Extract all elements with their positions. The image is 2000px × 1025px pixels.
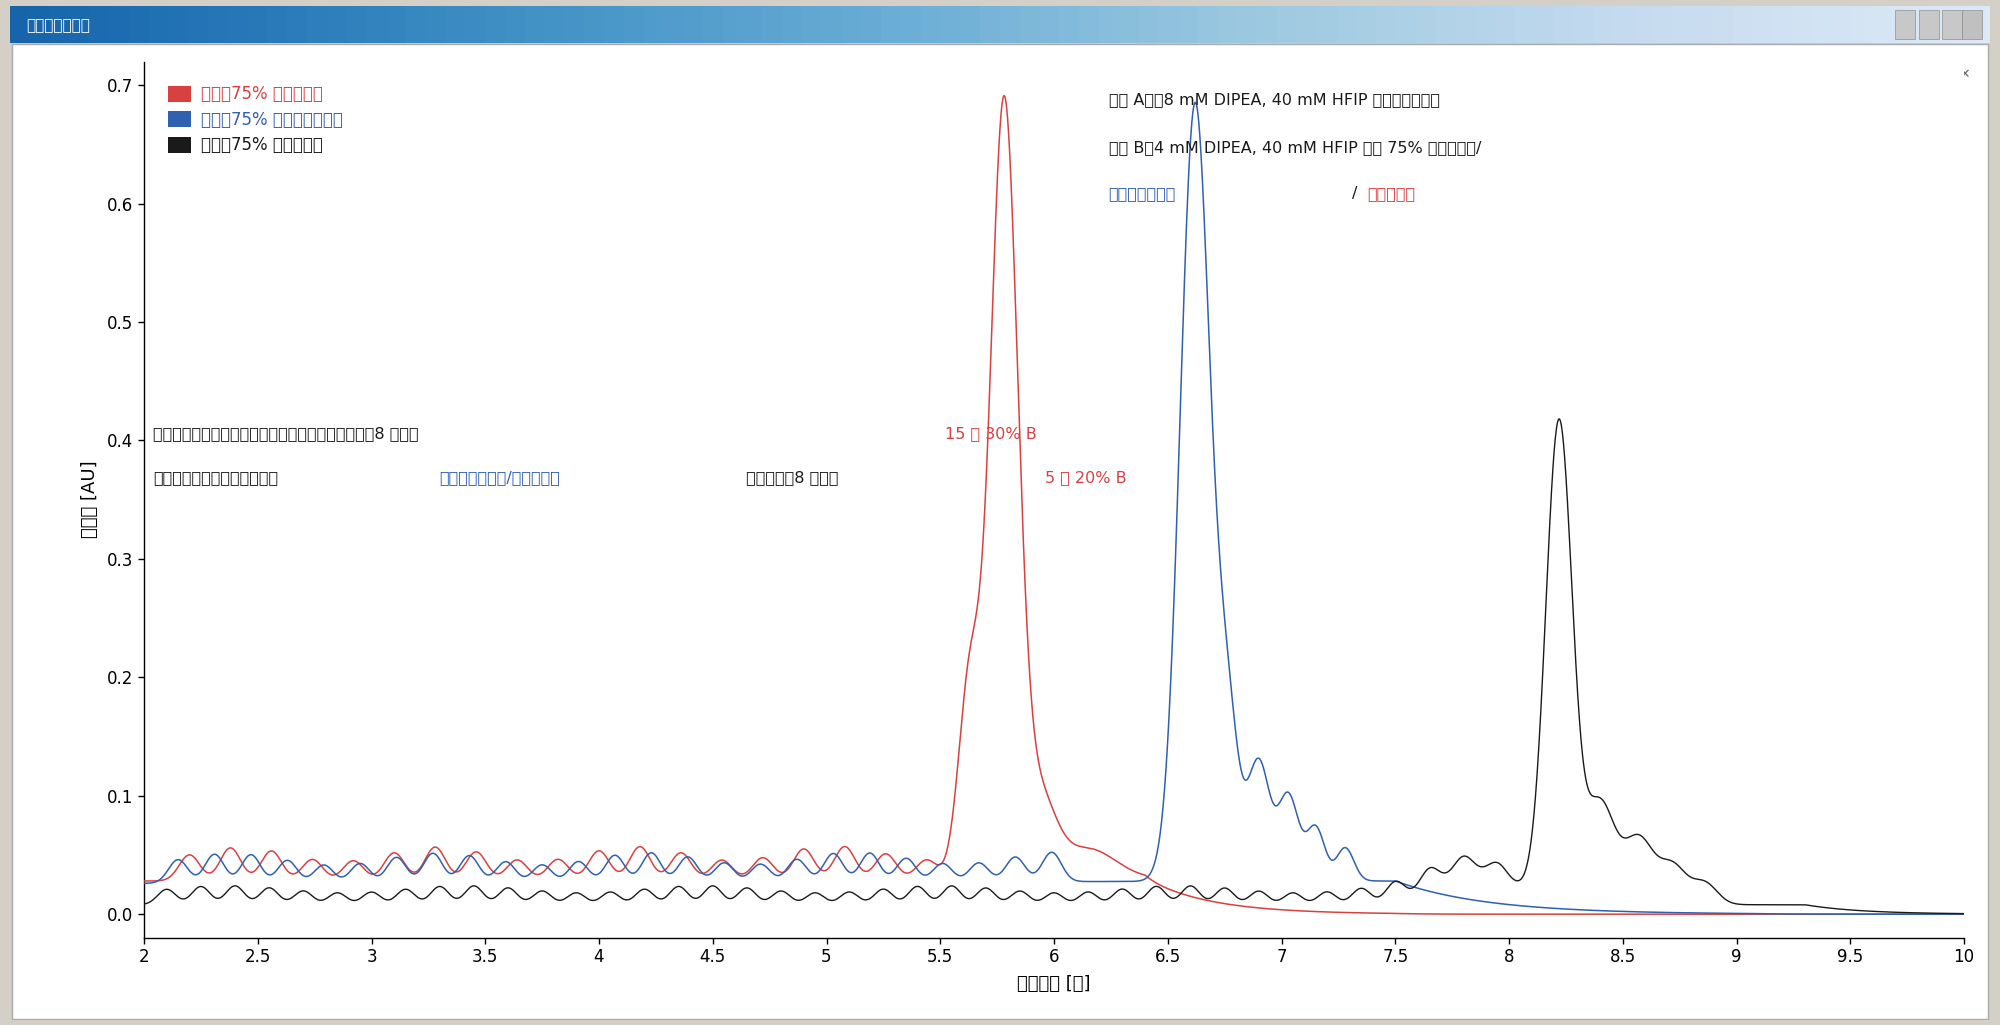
Text: 5 ～ 20% B: 5 ～ 20% B xyxy=(1044,470,1126,485)
Text: ✕: ✕ xyxy=(1960,68,1970,81)
Text: クロマトグラム: クロマトグラム xyxy=(26,17,90,33)
X-axis label: 保持時間 [分]: 保持時間 [分] xyxy=(1018,975,1090,992)
FancyBboxPatch shape xyxy=(1942,10,1962,39)
FancyBboxPatch shape xyxy=(1962,10,1982,39)
Text: アセトニトリル: アセトニトリル xyxy=(1108,186,1176,201)
Text: グラジエントプロファイル：メタノールについて、8 分間で: グラジエントプロファイル：メタノールについて、8 分間で xyxy=(154,426,424,442)
Text: 15 ～ 30% B: 15 ～ 30% B xyxy=(944,426,1036,442)
Y-axis label: 吸光度 [AU]: 吸光度 [AU] xyxy=(80,461,98,538)
FancyBboxPatch shape xyxy=(1918,10,1938,39)
Text: 溶媒 A：　8 mM DIPEA, 40 mM HFIP 含有脱イオン水: 溶媒 A： 8 mM DIPEA, 40 mM HFIP 含有脱イオン水 xyxy=(1108,92,1440,108)
Text: グラジエントプロファイル：: グラジエントプロファイル： xyxy=(154,470,278,485)
Text: について、8 分間で: について、8 分間で xyxy=(740,470,844,485)
Text: エタノール: エタノール xyxy=(1368,186,1416,201)
Text: アセトニトリル/エタノール: アセトニトリル/エタノール xyxy=(438,470,560,485)
Text: /: / xyxy=(1352,186,1358,201)
Legend: 赤線：75% エタノール, 青線：75% アセトニトリル, 黒線：75% メタノール: 赤線：75% エタノール, 青線：75% アセトニトリル, 黒線：75% メタノ… xyxy=(162,79,350,161)
Text: 溶媒 B：4 mM DIPEA, 40 mM HFIP 含有 75% メタノール/: 溶媒 B：4 mM DIPEA, 40 mM HFIP 含有 75% メタノール… xyxy=(1108,140,1480,156)
FancyBboxPatch shape xyxy=(1894,10,1914,39)
FancyBboxPatch shape xyxy=(12,44,1988,1019)
